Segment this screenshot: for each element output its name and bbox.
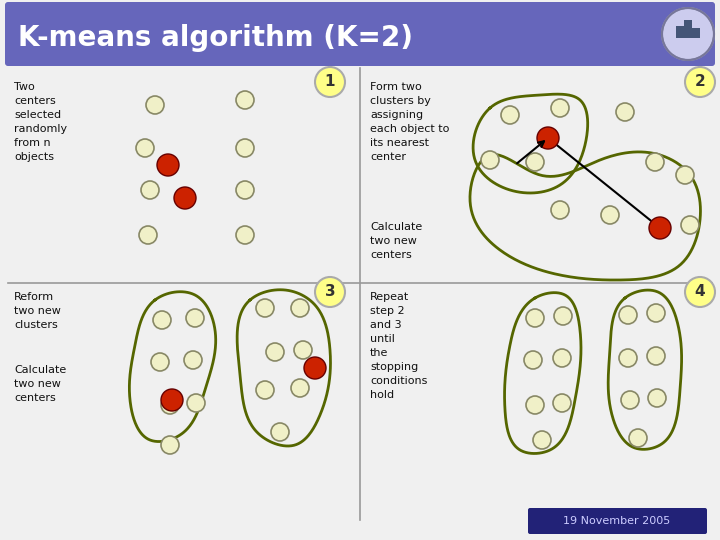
Circle shape	[315, 67, 345, 97]
Circle shape	[533, 431, 551, 449]
Circle shape	[681, 216, 699, 234]
Circle shape	[649, 217, 671, 239]
Circle shape	[266, 343, 284, 361]
Circle shape	[551, 99, 569, 117]
Bar	[676, 26, 684, 38]
Text: Reform
two new
clusters: Reform two new clusters	[14, 292, 61, 330]
Circle shape	[141, 181, 159, 199]
Circle shape	[236, 181, 254, 199]
Circle shape	[526, 396, 544, 414]
Circle shape	[629, 429, 647, 447]
Circle shape	[161, 436, 179, 454]
Circle shape	[236, 226, 254, 244]
Circle shape	[526, 309, 544, 327]
Circle shape	[315, 277, 345, 307]
Text: K-means algorithm (K=2): K-means algorithm (K=2)	[18, 24, 413, 52]
Circle shape	[291, 299, 309, 317]
Circle shape	[619, 306, 637, 324]
Text: Two
centers
selected
randomly
from n
objects: Two centers selected randomly from n obj…	[14, 82, 67, 162]
Circle shape	[136, 139, 154, 157]
FancyBboxPatch shape	[5, 2, 715, 66]
Text: 1: 1	[325, 75, 336, 90]
Circle shape	[553, 349, 571, 367]
Circle shape	[236, 139, 254, 157]
Circle shape	[291, 379, 309, 397]
Circle shape	[621, 391, 639, 409]
Circle shape	[601, 206, 619, 224]
Circle shape	[554, 307, 572, 325]
Circle shape	[619, 349, 637, 367]
Circle shape	[157, 154, 179, 176]
Circle shape	[184, 351, 202, 369]
Circle shape	[551, 201, 569, 219]
Circle shape	[553, 394, 571, 412]
Circle shape	[236, 91, 254, 109]
Circle shape	[481, 151, 499, 169]
Circle shape	[151, 353, 169, 371]
Circle shape	[685, 67, 715, 97]
Circle shape	[646, 153, 664, 171]
Text: Form two
clusters by
assigning
each object to
its nearest
center: Form two clusters by assigning each obje…	[370, 82, 449, 162]
Circle shape	[524, 351, 542, 369]
Circle shape	[161, 396, 179, 414]
Text: 4: 4	[695, 285, 706, 300]
Circle shape	[647, 347, 665, 365]
Circle shape	[186, 309, 204, 327]
Circle shape	[662, 8, 714, 60]
Bar	[692, 28, 700, 38]
Circle shape	[153, 311, 171, 329]
Text: 2: 2	[695, 75, 706, 90]
Circle shape	[161, 389, 183, 411]
Circle shape	[676, 166, 694, 184]
Text: Repeat
step 2
and 3
until
the
stopping
conditions
hold: Repeat step 2 and 3 until the stopping c…	[370, 292, 428, 400]
Circle shape	[526, 153, 544, 171]
Text: Calculate
two new
centers: Calculate two new centers	[370, 222, 422, 260]
Circle shape	[187, 394, 205, 412]
Circle shape	[537, 127, 559, 149]
Circle shape	[647, 304, 665, 322]
Bar	[684, 20, 692, 38]
Circle shape	[294, 341, 312, 359]
Circle shape	[139, 226, 157, 244]
Circle shape	[146, 96, 164, 114]
Circle shape	[174, 187, 196, 209]
Circle shape	[616, 103, 634, 121]
Circle shape	[685, 277, 715, 307]
Circle shape	[256, 381, 274, 399]
Text: 3: 3	[325, 285, 336, 300]
Text: Calculate
two new
centers: Calculate two new centers	[14, 365, 66, 403]
Circle shape	[256, 299, 274, 317]
Circle shape	[304, 357, 326, 379]
Text: 19 November 2005: 19 November 2005	[563, 516, 670, 526]
FancyBboxPatch shape	[528, 508, 707, 534]
Circle shape	[271, 423, 289, 441]
Circle shape	[501, 106, 519, 124]
Circle shape	[648, 389, 666, 407]
